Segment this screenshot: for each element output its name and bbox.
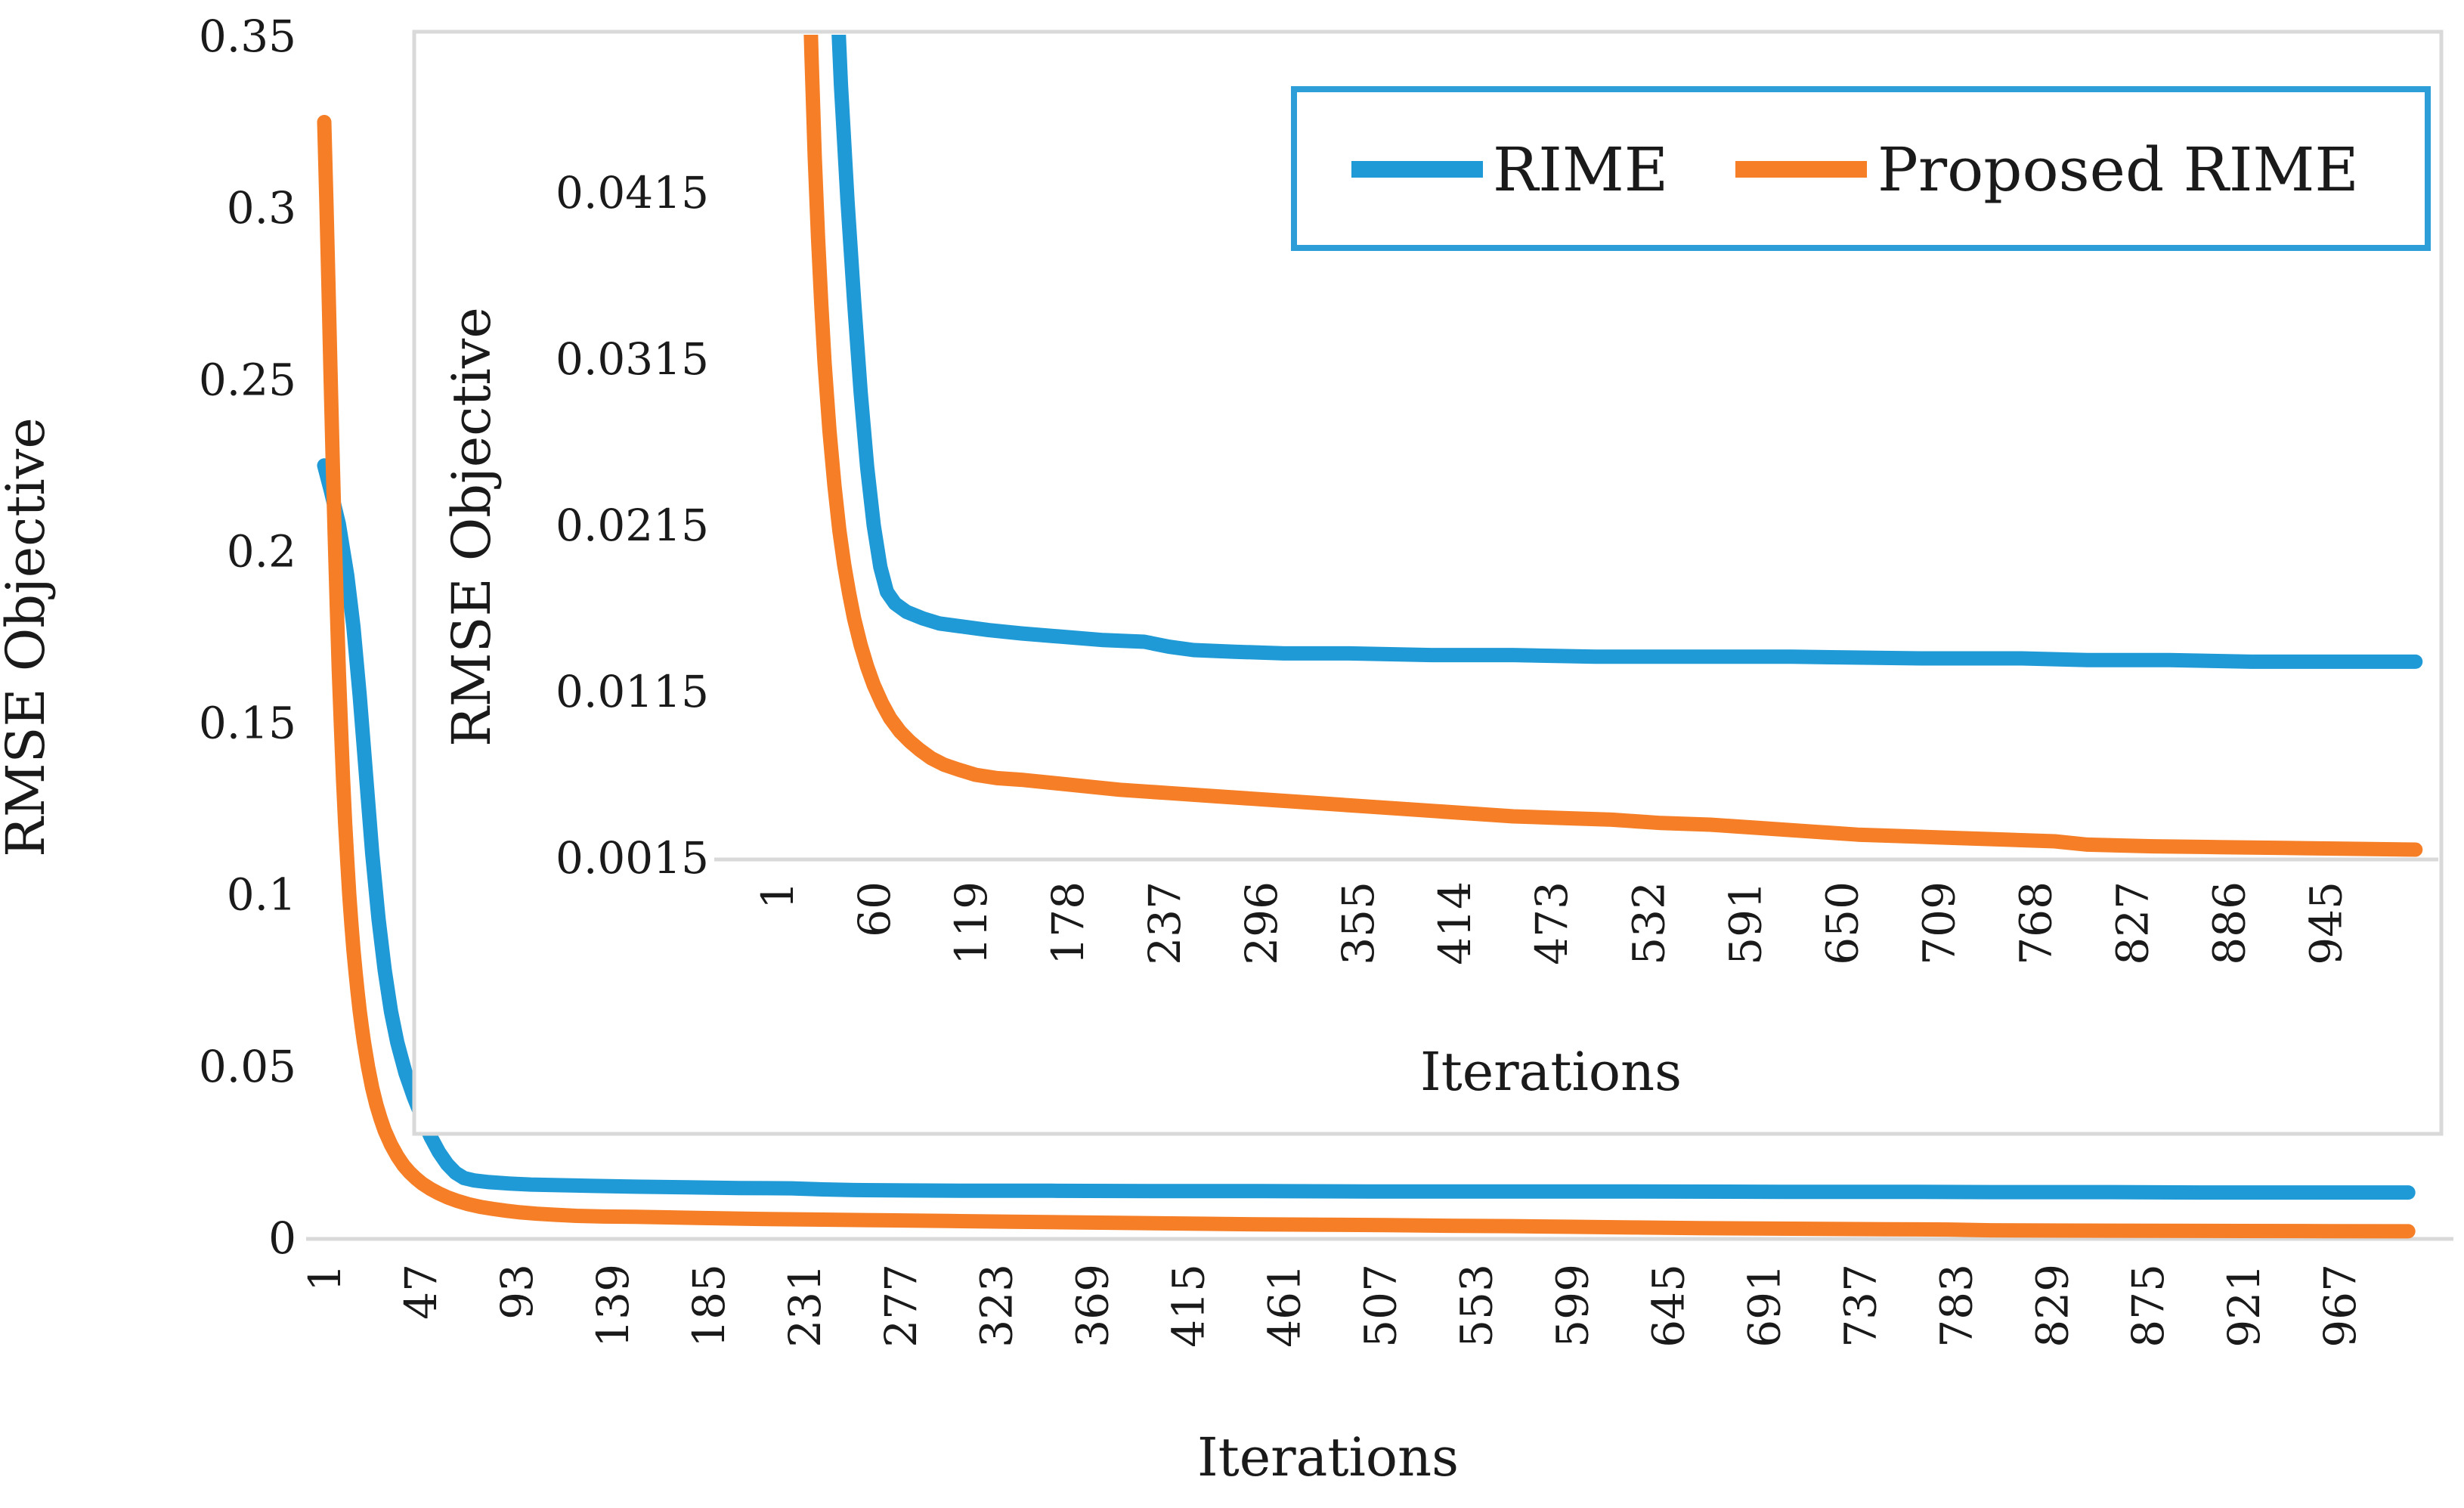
main-x-tick-label: 553 xyxy=(1451,1264,1503,1348)
legend: RIME Proposed RIME xyxy=(1291,86,2431,251)
inset-x-tick-label: 886 xyxy=(2203,881,2255,965)
inset-x-tick-label: 709 xyxy=(1913,881,1964,965)
inset-x-tick-label: 827 xyxy=(2106,881,2158,965)
inset-x-tick-label: 768 xyxy=(2010,881,2061,965)
main-chart: 0 0.05 0.1 0.15 0.2 0.25 0.3 0.35 1 47 93 139 185 23… xyxy=(0,11,2453,1488)
main-x-tick-label: 185 xyxy=(683,1264,735,1348)
main-x-tick-label: 415 xyxy=(1163,1264,1215,1348)
inset-x-tick-label: 296 xyxy=(1236,881,1287,965)
inset-y-tick-labels: 0.0015 0.0115 0.0215 0.0315 0.0415 xyxy=(556,167,709,884)
inset-x-tick-label: 60 xyxy=(849,881,900,937)
inset-x-tick-label: 591 xyxy=(1720,881,1771,965)
legend-label-rime: RIME xyxy=(1493,135,1668,205)
main-y-tick-label: 0.05 xyxy=(199,1041,296,1092)
inset-x-tick-label: 237 xyxy=(1139,881,1190,965)
legend-label-proposed-rime: Proposed RIME xyxy=(1877,135,2359,205)
inset-y-tick-label: 0.0215 xyxy=(556,500,709,551)
inset-x-axis-title: Iterations xyxy=(1420,1041,1682,1103)
inset-series-layer xyxy=(803,35,2423,857)
inset-x-tick-label: 1 xyxy=(752,881,803,909)
series-line-rime xyxy=(831,35,2423,669)
main-x-tick-label: 691 xyxy=(1738,1264,1790,1348)
main-x-tick-label: 323 xyxy=(971,1264,1023,1348)
main-x-tick-label: 93 xyxy=(491,1264,543,1320)
inset-x-tick-label: 178 xyxy=(1042,881,1094,965)
inset-x-tick-label: 945 xyxy=(2301,881,2352,965)
inset-x-tick-label: 119 xyxy=(946,881,997,965)
main-x-tick-label: 461 xyxy=(1259,1264,1311,1348)
main-y-tick-label: 0.1 xyxy=(227,869,296,921)
main-y-tick-label: 0.2 xyxy=(227,525,296,577)
series-line-rime xyxy=(317,458,2416,1200)
inset-x-tick-labels: 1 60 119 178 237 296 355 414 473 532 591 650 709 768 8… xyxy=(752,881,2352,965)
main-x-tick-label: 645 xyxy=(1642,1264,1694,1348)
main-y-tick-labels: 0 0.05 0.1 0.15 0.2 0.25 0.3 0.35 xyxy=(199,11,296,1264)
inset-x-tick-label: 414 xyxy=(1429,881,1481,965)
main-x-tick-label: 507 xyxy=(1355,1264,1407,1348)
main-x-tick-label: 599 xyxy=(1547,1264,1599,1348)
main-x-tick-labels: 1 47 93 139 185 231 277 323 369 415 461 507 553 599 64… xyxy=(299,1264,2366,1348)
inset-x-tick-label: 650 xyxy=(1816,881,1868,965)
inset-y-tick-label: 0.0015 xyxy=(556,832,709,884)
main-y-tick-label: 0.25 xyxy=(199,354,296,405)
main-y-tick-label: 0 xyxy=(268,1212,296,1264)
main-x-tick-label: 967 xyxy=(2314,1264,2366,1348)
main-x-tick-label: 875 xyxy=(2122,1264,2174,1348)
inset-y-tick-label: 0.0315 xyxy=(556,333,709,385)
main-x-tick-label: 1 xyxy=(299,1264,351,1292)
main-x-tick-label: 921 xyxy=(2218,1264,2270,1348)
main-x-tick-label: 277 xyxy=(875,1264,927,1348)
inset-x-tick-label: 473 xyxy=(1526,881,1577,965)
inset-x-tick-label: 355 xyxy=(1333,881,1384,965)
main-y-tick-label: 0.15 xyxy=(199,698,296,749)
main-series-layer xyxy=(317,115,2416,1239)
inset-y-axis-title: RMSE Objective xyxy=(441,307,503,747)
main-y-tick-label: 0.35 xyxy=(199,11,296,62)
main-x-tick-label: 829 xyxy=(2026,1264,2078,1348)
main-x-tick-label: 47 xyxy=(395,1264,447,1320)
series-line-proposed-rime xyxy=(317,115,2416,1239)
inset-x-tick-label: 532 xyxy=(1623,881,1674,965)
inset-y-tick-label: 0.0115 xyxy=(556,666,709,717)
main-x-tick-label: 369 xyxy=(1067,1264,1119,1348)
main-x-tick-label: 737 xyxy=(1834,1264,1886,1348)
series-line-proposed-rime xyxy=(803,35,2423,857)
main-x-tick-label: 231 xyxy=(779,1264,831,1348)
main-y-tick-label: 0.3 xyxy=(227,182,296,234)
main-x-axis-title: Iterations xyxy=(1197,1426,1459,1488)
main-y-axis-title: RMSE Objective xyxy=(0,417,57,857)
inset-y-tick-label: 0.0415 xyxy=(556,167,709,218)
main-x-tick-label: 139 xyxy=(587,1264,639,1348)
main-x-tick-label: 783 xyxy=(1930,1264,1982,1348)
